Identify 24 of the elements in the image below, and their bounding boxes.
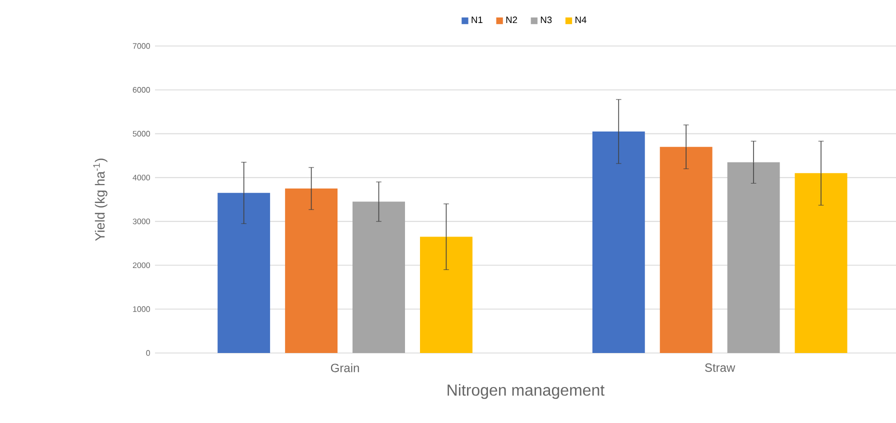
y-tick-label: 2000: [132, 262, 150, 268]
bar: [285, 188, 338, 353]
bar: [794, 173, 848, 353]
x-axis-title: Nitrogen management: [448, 384, 604, 399]
y-tick-label: 7000: [132, 43, 150, 49]
y-tick-label: 4000: [132, 174, 150, 180]
bar: [420, 236, 472, 353]
bar: [592, 132, 645, 353]
y-axis-title: Yield (kg ha$^{-1}$): [93, 158, 108, 241]
bar: [218, 192, 270, 353]
bar: [352, 202, 406, 353]
y-tick-label: 6000: [132, 87, 150, 93]
y-tick-label: 5000: [132, 130, 150, 137]
legend-label: N1: [472, 16, 482, 23]
y-tick-label: 3000: [132, 218, 150, 224]
x-tick-label: Straw: [705, 363, 736, 372]
legend-label: N3: [540, 16, 552, 24]
legend-label: N2: [506, 16, 518, 24]
x-tick-label: Grain: [330, 363, 359, 372]
bar: [660, 146, 712, 353]
bar: [727, 162, 780, 353]
y-tick-label: 0: [146, 350, 150, 356]
legend-label: N4: [576, 16, 586, 23]
y-tick-label: 1000: [133, 306, 150, 312]
